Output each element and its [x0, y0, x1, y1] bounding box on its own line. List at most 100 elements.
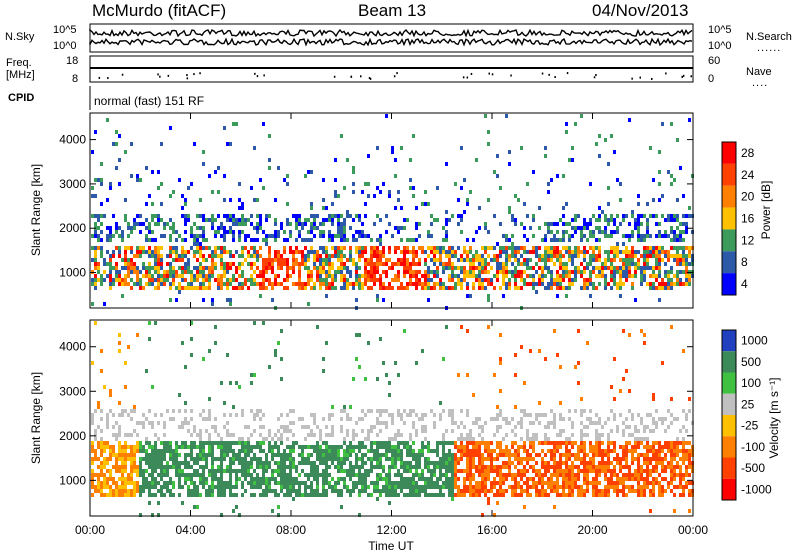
heatmap-cell: [304, 457, 307, 461]
heatmap-cell: [199, 266, 202, 270]
heatmap-cell: [340, 493, 343, 497]
heatmap-cell: [376, 485, 379, 489]
heatmap-cell: [673, 457, 676, 461]
heatmap-cell: [547, 469, 550, 473]
heatmap-cell: [667, 214, 670, 218]
heatmap-cell: [649, 413, 652, 417]
heatmap-cell: [235, 481, 238, 485]
heatmap-cell: [322, 469, 325, 473]
heatmap-cell: [493, 485, 496, 489]
heatmap-cell: [289, 473, 292, 477]
heatmap-cell: [508, 473, 511, 477]
heatmap-cell: [592, 266, 595, 270]
heatmap-cell: [130, 465, 133, 469]
heatmap-cell: [376, 294, 379, 298]
heatmap-cell: [613, 457, 616, 461]
heatmap-cell: [472, 461, 475, 465]
heatmap-cell: [658, 449, 661, 453]
heatmap-cell: [280, 469, 283, 473]
heatmap-cell: [544, 262, 547, 266]
heatmap-cell: [352, 449, 355, 453]
heatmap-cell: [685, 270, 688, 274]
heatmap-cell: [391, 485, 394, 489]
heatmap-cell: [466, 294, 469, 298]
heatmap-cell: [310, 489, 313, 493]
heatmap-cell: [640, 222, 643, 226]
heatmap-cell: [643, 246, 646, 250]
colorbar-swatch: [722, 330, 736, 352]
heatmap-cell: [226, 262, 229, 266]
heatmap-cell: [91, 234, 94, 238]
y-tick-label: 3000: [59, 384, 86, 398]
heatmap-cell: [121, 457, 124, 461]
heatmap-cell: [676, 218, 679, 222]
heatmap-cell: [268, 266, 271, 270]
heatmap-cell: [139, 457, 142, 461]
heatmap-cell: [628, 274, 631, 278]
heatmap-cell: [502, 262, 505, 266]
heatmap-cell: [646, 457, 649, 461]
heatmap-cell: [172, 493, 175, 497]
heatmap-cell: [637, 485, 640, 489]
heatmap-cell: [442, 465, 445, 469]
heatmap-cell: [376, 278, 379, 282]
heatmap-cell: [514, 449, 517, 453]
heatmap-cell: [613, 270, 616, 274]
heatmap-cell: [304, 254, 307, 258]
heatmap-cell: [178, 282, 181, 286]
heatmap-cell: [409, 282, 412, 286]
heatmap-cell: [229, 441, 232, 445]
heatmap-cell: [97, 238, 100, 242]
heatmap-cell: [466, 254, 469, 258]
heatmap-cell: [535, 469, 538, 473]
heatmap-cell: [526, 274, 529, 278]
heatmap-cell: [355, 274, 358, 278]
heatmap-cell: [178, 481, 181, 485]
heatmap-cell: [466, 198, 469, 202]
heatmap-cell: [430, 278, 433, 282]
heatmap-cell: [163, 449, 166, 453]
heatmap-cell: [349, 258, 352, 262]
heatmap-cell: [445, 325, 448, 329]
heatmap-cell: [133, 465, 136, 469]
heatmap-cell: [457, 461, 460, 465]
heatmap-cell: [115, 465, 118, 469]
heatmap-cell: [340, 445, 343, 449]
heatmap-cell: [571, 282, 574, 286]
heatmap-cell: [502, 278, 505, 282]
heatmap-cell: [370, 254, 373, 258]
heatmap-cell: [328, 449, 331, 453]
heatmap-cell: [427, 465, 430, 469]
heatmap-cell: [676, 453, 679, 457]
heatmap-cell: [448, 489, 451, 493]
heatmap-cell: [634, 298, 637, 302]
heatmap-cell: [631, 250, 634, 254]
heatmap-cell: [574, 278, 577, 282]
heatmap-cell: [172, 270, 175, 274]
heatmap-cell: [181, 270, 184, 274]
heatmap-cell: [136, 178, 139, 182]
heatmap-cell: [529, 437, 532, 441]
heatmap-cell: [538, 246, 541, 250]
heatmap-cell: [634, 226, 637, 230]
heatmap-cell: [361, 286, 364, 290]
heatmap-cell: [184, 477, 187, 481]
heatmap-cell: [328, 433, 331, 437]
heatmap-cell: [145, 477, 148, 481]
heatmap-cell: [184, 365, 187, 369]
heatmap-cell: [514, 258, 517, 262]
heatmap-cell: [520, 445, 523, 449]
heatmap-cell: [568, 254, 571, 258]
heatmap-cell: [229, 457, 232, 461]
heatmap-cell: [283, 485, 286, 489]
heatmap-cell: [613, 230, 616, 234]
heatmap-cell: [91, 150, 94, 154]
heatmap-cell: [625, 369, 628, 373]
heatmap-cell: [208, 417, 211, 421]
heatmap-cell: [274, 453, 277, 457]
heatmap-cell: [103, 262, 106, 266]
heatmap-cell: [298, 481, 301, 485]
heatmap-cell: [583, 258, 586, 262]
heatmap-cell: [148, 489, 151, 493]
heatmap-cell: [421, 286, 424, 290]
